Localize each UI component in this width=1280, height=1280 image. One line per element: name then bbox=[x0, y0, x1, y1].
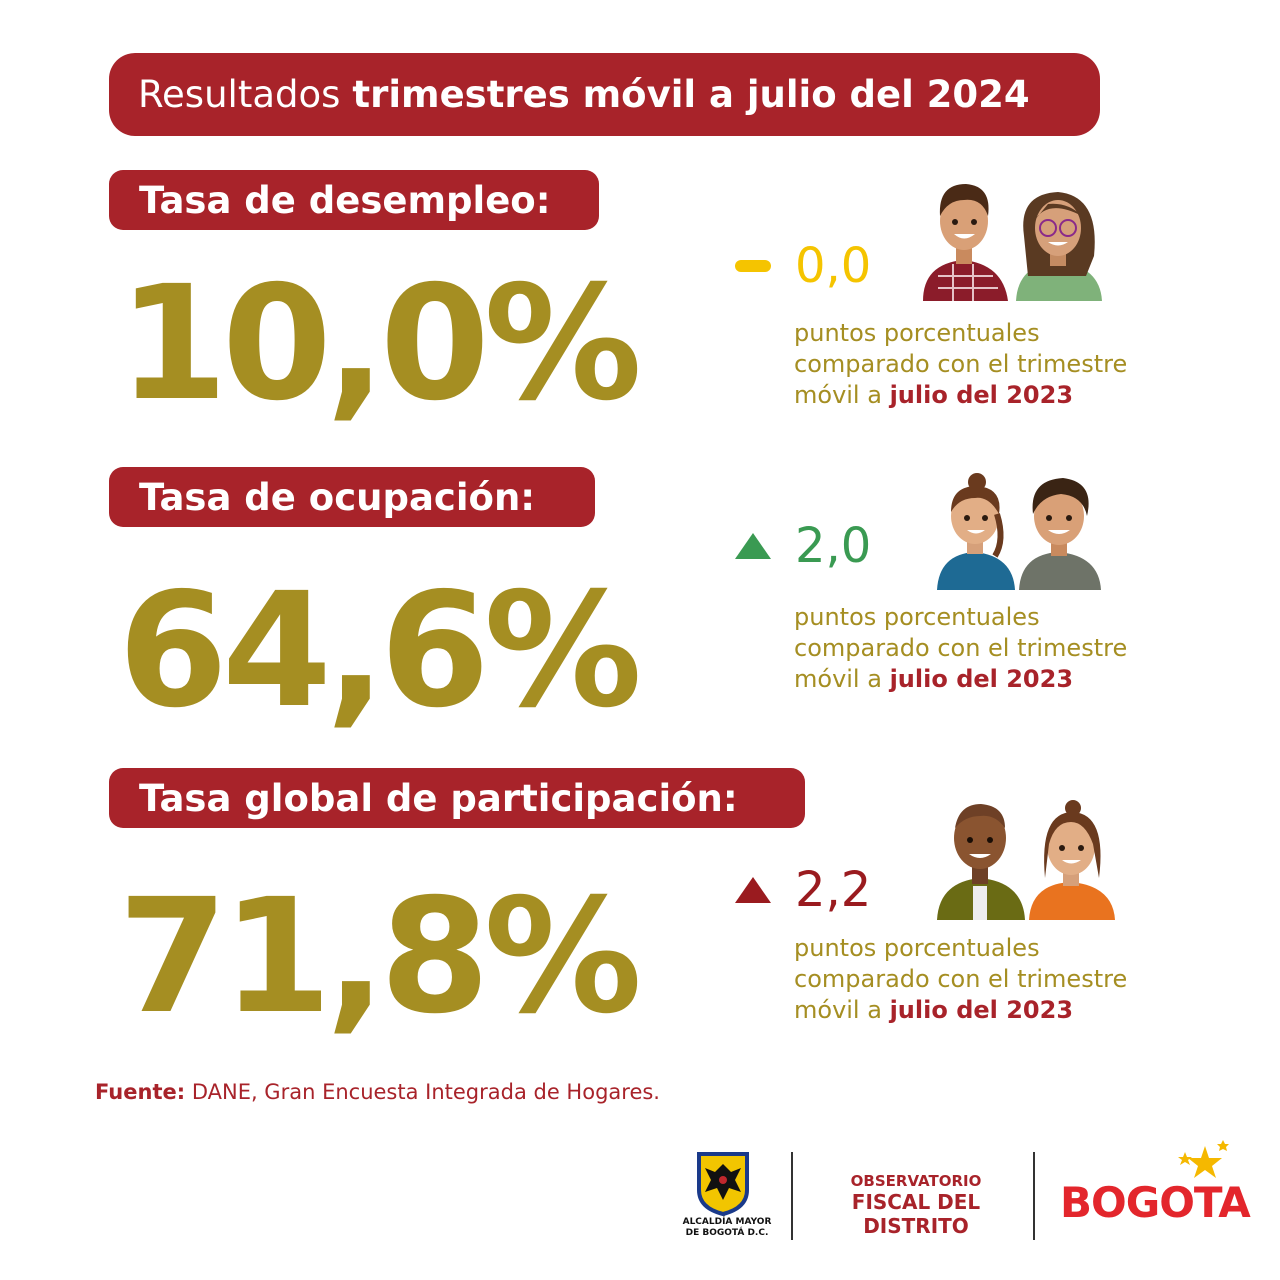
employment-change-value: 2,0 bbox=[795, 518, 872, 574]
note-line: comparado con el trimestre bbox=[794, 634, 1128, 662]
note-line: móvil a bbox=[794, 381, 882, 409]
people-illustration bbox=[937, 473, 1101, 590]
footer-divider bbox=[791, 1152, 793, 1240]
note-line: comparado con el trimestre bbox=[794, 350, 1128, 378]
title-bold: trimestres móvil a julio del 2024 bbox=[352, 73, 1030, 116]
triangle-up-icon bbox=[735, 533, 771, 559]
unemployment-note: puntos porcentuales comparado con el tri… bbox=[794, 318, 1174, 411]
source-note: Fuente: DANE, Gran Encuesta Integrada de… bbox=[95, 1080, 660, 1104]
unemployment-change-value: 0,0 bbox=[795, 238, 872, 294]
participation-change-value: 2,2 bbox=[795, 862, 872, 918]
employment-change: 2,0 bbox=[733, 518, 871, 574]
note-line: puntos porcentuales bbox=[794, 319, 1040, 347]
participation-change: 2,2 bbox=[733, 862, 871, 918]
alcaldia-line: DE BOGOTÁ D.C. bbox=[685, 1228, 769, 1238]
unemployment-change: 0,0 bbox=[733, 238, 871, 294]
alcaldia-line: ALCALDÍA MAYOR bbox=[682, 1217, 772, 1227]
participation-label-text: Tasa global de participación: bbox=[139, 776, 738, 820]
employment-label-text: Tasa de ocupación: bbox=[139, 475, 536, 519]
bogota-crest-icon bbox=[697, 1152, 749, 1216]
observatorio-line: OBSERVATORIO bbox=[850, 1172, 982, 1190]
bogota-logo: BOGOTA bbox=[1060, 1178, 1251, 1227]
page-title: Resultados trimestres móvil a julio del … bbox=[109, 53, 1100, 136]
people-illustration bbox=[923, 184, 1102, 301]
participation-note: puntos porcentuales comparado con el tri… bbox=[794, 933, 1174, 1026]
neutral-dash-icon bbox=[735, 260, 771, 272]
participation-value: 71,8% bbox=[118, 865, 642, 1049]
people-illustration bbox=[937, 800, 1115, 920]
unemployment-label: Tasa de desempleo: bbox=[109, 170, 599, 230]
note-emphasis: julio del 2023 bbox=[889, 381, 1074, 409]
note-line: puntos porcentuales bbox=[794, 603, 1040, 631]
note-emphasis: julio del 2023 bbox=[889, 996, 1074, 1024]
employment-value: 64,6% bbox=[118, 559, 642, 743]
observatorio-line: FISCAL DEL DISTRITO bbox=[851, 1190, 981, 1238]
participation-label: Tasa global de participación: bbox=[109, 768, 805, 828]
source-text: DANE, Gran Encuesta Integrada de Hogares… bbox=[191, 1080, 660, 1104]
employment-note: puntos porcentuales comparado con el tri… bbox=[794, 602, 1174, 695]
note-line: móvil a bbox=[794, 665, 882, 693]
triangle-up-icon bbox=[735, 877, 771, 903]
stars-icon bbox=[1178, 1140, 1229, 1178]
note-emphasis: julio del 2023 bbox=[889, 665, 1074, 693]
note-line: móvil a bbox=[794, 996, 882, 1024]
note-line: comparado con el trimestre bbox=[794, 965, 1128, 993]
alcaldia-text: ALCALDÍA MAYOR DE BOGOTÁ D.C. bbox=[672, 1217, 782, 1239]
title-prefix: Resultados bbox=[138, 73, 341, 116]
unemployment-label-text: Tasa de desempleo: bbox=[139, 178, 551, 222]
employment-label: Tasa de ocupación: bbox=[109, 467, 595, 527]
footer-divider bbox=[1033, 1152, 1035, 1240]
note-line: puntos porcentuales bbox=[794, 934, 1040, 962]
observatorio-logo: OBSERVATORIO FISCAL DEL DISTRITO bbox=[806, 1172, 1026, 1238]
unemployment-value: 10,0% bbox=[118, 252, 642, 436]
source-label: Fuente: bbox=[95, 1080, 186, 1104]
